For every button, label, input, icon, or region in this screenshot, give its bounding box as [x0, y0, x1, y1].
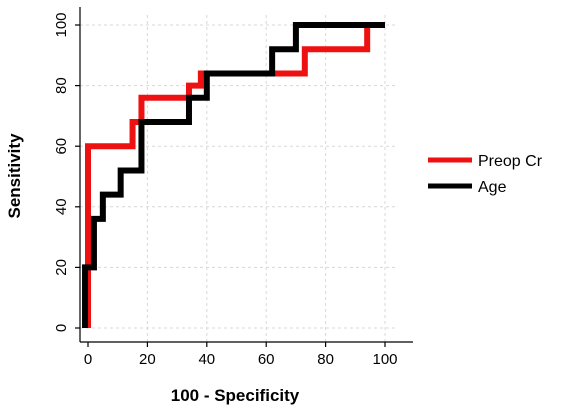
x-tick-label-2: 40: [198, 351, 215, 368]
tick-labels: 0 20 40 60 80 100 0 20 40 60 80 100: [53, 12, 398, 368]
x-tick-label-0: 0: [84, 351, 92, 368]
series-line-preop-cr: [85, 22, 385, 328]
x-tick-label-3: 60: [258, 351, 275, 368]
y-tick-label-0: 0: [53, 324, 70, 332]
x-tick-label-4: 80: [317, 351, 334, 368]
y-tick-label-5: 100: [53, 12, 70, 37]
x-axis-title: 100 - Specificity: [171, 386, 300, 405]
y-tick-label-2: 40: [53, 198, 70, 215]
series-lines: [82, 22, 385, 328]
legend-label-preop-cr: Preop Cr: [478, 153, 543, 170]
y-axis-title: Sensitivity: [5, 133, 24, 219]
legend-label-age: Age: [478, 179, 507, 196]
y-tick-label-1: 20: [53, 259, 70, 276]
x-tick-label-1: 20: [139, 351, 156, 368]
y-tick-label-3: 60: [53, 138, 70, 155]
y-tick-label-4: 80: [53, 77, 70, 94]
axes: [79, 7, 413, 343]
legend: Preop Cr Age: [428, 153, 543, 196]
x-tick-label-5: 100: [372, 351, 397, 368]
grid-lines: [80, 15, 397, 342]
series-line-age: [82, 22, 385, 328]
